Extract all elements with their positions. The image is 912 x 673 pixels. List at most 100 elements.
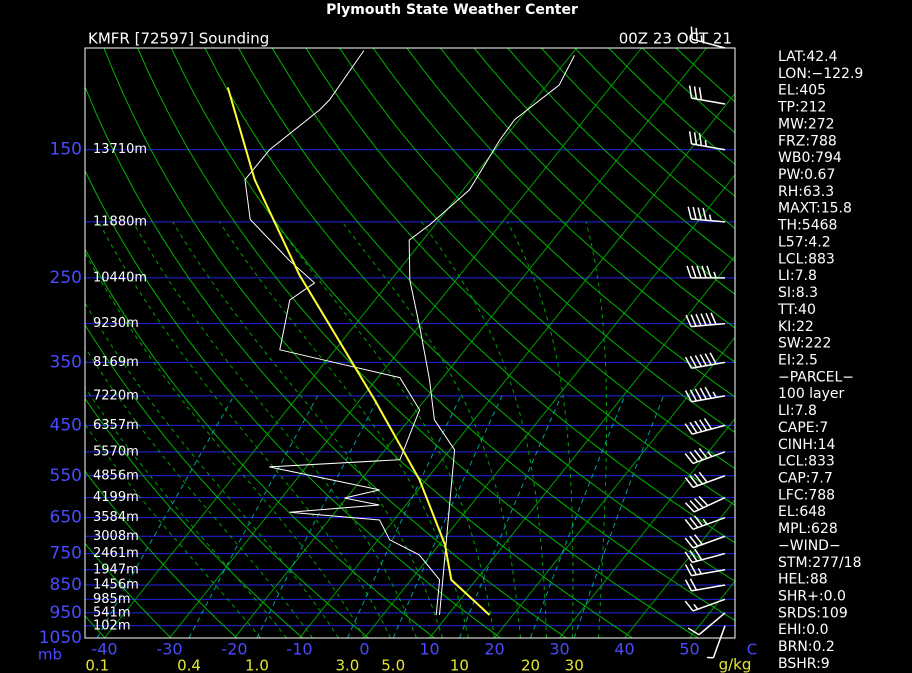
barb-feather [687, 627, 700, 636]
barb-feather [684, 502, 695, 513]
moist-adiabat [132, 221, 417, 638]
dry-adiabat [541, 48, 735, 230]
barb-half [707, 451, 713, 458]
height-label: 9230m [93, 316, 139, 331]
barb-feather [704, 353, 712, 366]
index-entry: LAT:42.4 [778, 49, 838, 65]
y-tick-label: 650 [50, 508, 82, 528]
barb-feather [684, 423, 693, 435]
barb-feather [703, 418, 713, 430]
barb-feather [689, 517, 699, 529]
barb-staff [692, 475, 726, 489]
mixing-ratio-line [346, 395, 462, 638]
wind-barb [684, 548, 726, 564]
dry-adiabat [339, 48, 735, 434]
barb-staff [691, 584, 726, 592]
isotherm [169, 48, 642, 638]
moist-adiabat [172, 221, 443, 638]
index-entry: EI:2.5 [778, 352, 818, 368]
mixing-ratio-line [392, 395, 503, 638]
index-entry: −PARCEL− [778, 369, 854, 385]
mixing-ratio-line [96, 395, 235, 638]
barb-feather [689, 451, 699, 463]
profile-line [244, 50, 441, 616]
x-tick-label: 20 [484, 640, 504, 659]
y-tick-label: 450 [50, 415, 82, 435]
height-label: 8169m [93, 355, 139, 370]
barb-half [702, 518, 708, 525]
barb-feather [693, 534, 704, 545]
mixing-ratio-line [188, 395, 319, 638]
index-entry: LCL:833 [778, 454, 835, 470]
moist-adiabat [585, 221, 608, 638]
height-label: 3008m [93, 529, 139, 544]
barb-feather [689, 578, 698, 591]
mixing-ratio-line [256, 395, 380, 638]
index-entry: KI:22 [778, 319, 814, 335]
x-tick-label: -40 [91, 640, 117, 659]
moist-adiabat [85, 423, 261, 638]
profiles [226, 50, 575, 616]
barb-staff [712, 625, 726, 658]
barb-feather [693, 132, 698, 145]
barb-staff [691, 38, 726, 49]
barb-feather [686, 265, 692, 279]
moist-adiabat [274, 221, 495, 638]
y-tick-label: 750 [50, 544, 82, 564]
barb-feather [688, 85, 693, 99]
index-entry: CINH:14 [778, 437, 836, 453]
index-entry: PW:0.67 [778, 167, 835, 183]
index-entry: SHR+:0.0 [778, 589, 846, 605]
barb-feather [688, 131, 693, 144]
barb-feather [689, 355, 698, 368]
wind-barb [684, 515, 726, 531]
barb-feather [693, 515, 704, 527]
x-tick-label: -20 [221, 640, 247, 659]
wind-barb [687, 206, 726, 223]
barb-feather [697, 207, 702, 221]
barb-feather [684, 537, 694, 549]
index-entry: LFC:788 [778, 487, 835, 503]
moist-adiabat [85, 252, 365, 638]
barb-feather [705, 312, 712, 326]
index-entry: SW:222 [778, 336, 831, 352]
index-entry: L57:4.2 [778, 234, 831, 250]
barb-feather [684, 453, 694, 464]
barb-feather [690, 314, 697, 327]
height-label: 4856m [93, 468, 139, 483]
height-label: 13710m [93, 142, 147, 157]
barb-feather [702, 207, 707, 221]
barb-feather [689, 535, 699, 547]
barb-feather [698, 471, 708, 483]
isotherm [624, 499, 735, 638]
barb-half [708, 214, 712, 221]
wind-barb [684, 352, 726, 369]
dry-adiabat [440, 48, 735, 329]
barb-staff [692, 598, 726, 612]
index-entry: TH:5468 [777, 218, 837, 234]
x-tick-label: 0 [359, 640, 369, 659]
wind-barb [690, 26, 726, 49]
barb-feather [684, 600, 694, 612]
wind-barb [684, 534, 726, 549]
barb-feather [694, 548, 703, 561]
barb-staff [691, 361, 726, 369]
height-label: 1456m [93, 577, 139, 592]
mixing-ratio-label: 30 [565, 657, 584, 673]
wind-barb [688, 85, 726, 105]
index-entry: WB0:794 [778, 150, 842, 166]
dry-adiabat [137, 48, 699, 638]
index-entry: STM:277/18 [778, 555, 862, 571]
index-entry: 100 layer [778, 386, 845, 402]
barb-feather [689, 500, 700, 511]
barb-feather [709, 352, 717, 365]
height-label: 6357m [93, 418, 139, 433]
barb-half [712, 391, 717, 398]
index-entry: FRZ:788 [778, 133, 837, 149]
moist-adiabat [218, 221, 469, 638]
barb-feather [684, 356, 693, 369]
y-tick-label: 250 [50, 268, 82, 288]
dry-adiabat [608, 48, 735, 165]
height-label: 2461m [93, 546, 139, 561]
